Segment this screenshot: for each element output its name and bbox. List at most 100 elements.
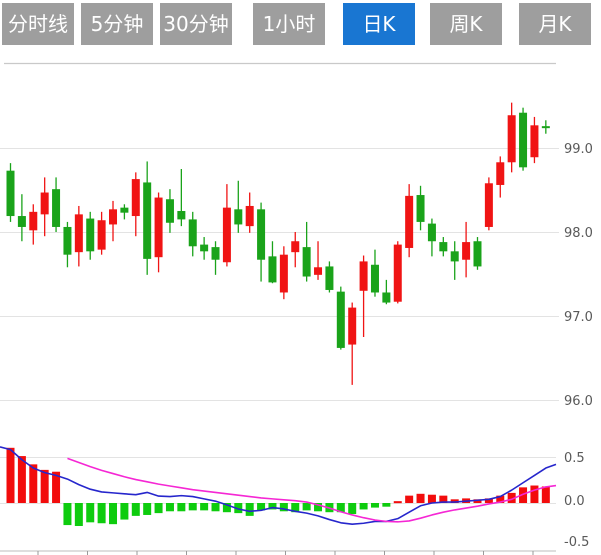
candle-up — [416, 195, 425, 222]
macd-bar-positive — [393, 501, 402, 504]
macd-bar-positive — [484, 498, 493, 503]
candle-down — [245, 205, 254, 227]
macd-bar-negative — [234, 503, 243, 514]
macd-bar-positive — [530, 485, 539, 503]
tab-daily-k[interactable]: 日K — [343, 3, 415, 45]
candle-up — [302, 247, 311, 277]
macd-bar-positive — [473, 499, 482, 503]
candle-up — [17, 216, 26, 227]
macd-bar-negative — [291, 503, 300, 513]
candle-down — [484, 183, 493, 227]
macd-bar-positive — [416, 493, 425, 503]
macd-bar-positive — [40, 469, 49, 503]
candle-up — [268, 256, 277, 283]
x-axis — [0, 550, 556, 555]
tab-30min[interactable]: 30分钟 — [160, 3, 232, 45]
tab-minute-line[interactable]: 分时线 — [2, 3, 74, 45]
macd-bar-negative — [109, 503, 118, 525]
candle-down — [405, 195, 414, 248]
candle-down — [348, 307, 357, 345]
candle-up — [382, 292, 391, 303]
macd-bar-positive — [29, 464, 38, 503]
candle-up — [234, 209, 243, 225]
candle-up — [52, 189, 61, 227]
macd-bar-negative — [200, 503, 209, 511]
macd-bar-negative — [120, 503, 129, 520]
macd-bar-positive — [439, 495, 448, 503]
macd-bar-positive — [450, 499, 459, 503]
macd-bar-positive — [52, 471, 61, 503]
macd-bar-positive — [519, 487, 528, 503]
macd-bar-negative — [348, 503, 357, 515]
candle-down — [279, 254, 288, 293]
candle-up — [63, 226, 72, 255]
macd-bar-negative — [74, 503, 83, 526]
macd-bar-negative — [314, 503, 323, 512]
candle-up — [336, 291, 345, 348]
macd-bar-negative — [336, 503, 345, 513]
price-axis-label: 99.0 — [564, 142, 593, 157]
macd-bar-negative — [177, 503, 186, 512]
macd-bar-positive — [507, 492, 516, 503]
macd-axis-label: 0.0 — [564, 494, 585, 509]
price-axis-label: 98.0 — [564, 226, 593, 241]
candle-down — [97, 220, 106, 250]
candle-up — [519, 112, 528, 168]
macd-bar-positive — [405, 495, 414, 503]
candle-down — [496, 162, 505, 185]
candle-down — [109, 209, 118, 225]
candle-up — [200, 244, 209, 252]
macd-bar-positive — [6, 447, 15, 503]
macd-bar-negative — [143, 503, 152, 515]
candles — [6, 102, 550, 385]
tab-monthly-k[interactable]: 月K — [519, 3, 591, 45]
candle-down — [291, 241, 300, 253]
macd-bar-negative — [97, 503, 106, 524]
tab-1hour[interactable]: 1小时 — [253, 3, 325, 45]
macd-bar-negative — [257, 503, 266, 511]
macd-axis-label: -0.5 — [564, 535, 589, 550]
macd-dif-line — [0, 446, 557, 525]
candle-down — [154, 197, 163, 258]
candle-down — [40, 192, 49, 215]
macd-axis-label: 0.5 — [564, 451, 585, 466]
candle-down — [222, 207, 231, 263]
candle-up — [473, 241, 482, 267]
candle-up — [370, 264, 379, 293]
macd-bar-negative — [86, 503, 95, 523]
macd-bar-negative — [382, 503, 391, 507]
macd-bar-positive — [496, 495, 505, 503]
candle-down — [359, 261, 368, 291]
candle-down — [393, 244, 402, 302]
macd-bar-negative — [370, 503, 379, 508]
macd-bar-positive — [17, 456, 26, 503]
macd-bar-negative — [63, 503, 72, 526]
macd-histogram — [6, 447, 550, 526]
macd-bar-negative — [245, 503, 254, 516]
candle-up — [165, 199, 174, 223]
macd-bar-negative — [165, 503, 174, 512]
tab-5min[interactable]: 5分钟 — [81, 3, 153, 45]
macd-bar-positive — [427, 494, 436, 503]
candle-down — [131, 179, 140, 217]
candle-up — [211, 247, 220, 260]
macd-bar-positive — [541, 486, 550, 503]
tab-weekly-k[interactable]: 周K — [430, 3, 502, 45]
candle-up — [439, 242, 448, 252]
candle-up — [6, 170, 15, 217]
macd-bar-negative — [268, 503, 277, 510]
macd-bar-negative — [222, 503, 231, 513]
candle-up — [120, 207, 129, 213]
candle-up — [143, 182, 152, 259]
candle-up — [427, 223, 436, 242]
candle-up — [325, 266, 334, 290]
candle-down — [507, 115, 516, 163]
price-axis-label: 96.0 — [564, 394, 593, 409]
macd-bar-negative — [154, 503, 163, 514]
candle-down — [530, 125, 539, 158]
macd-bar-negative — [359, 503, 368, 510]
candle-down — [74, 214, 83, 253]
macd-bar-negative — [188, 503, 197, 511]
